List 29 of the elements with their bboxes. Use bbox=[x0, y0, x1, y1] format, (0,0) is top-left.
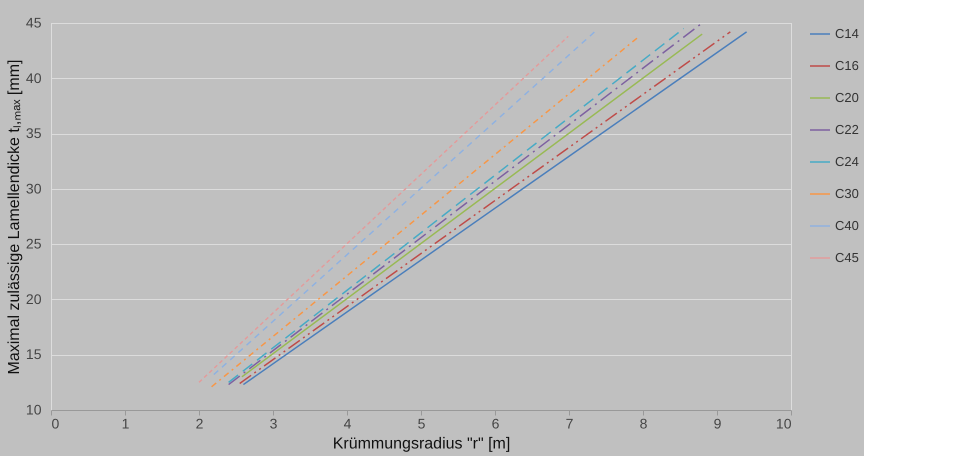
legend-label: C30 bbox=[835, 186, 859, 201]
x-tick-label: 8 bbox=[640, 416, 648, 432]
x-tick-label: 3 bbox=[270, 416, 278, 432]
legend-label: C40 bbox=[835, 218, 859, 233]
x-tick-label: 2 bbox=[196, 416, 204, 432]
y-tick-label: 25 bbox=[26, 236, 42, 252]
legend-label: C24 bbox=[835, 154, 859, 169]
x-tick-label: 6 bbox=[492, 416, 500, 432]
x-tick-label: 1 bbox=[122, 416, 130, 432]
x-tick-label: 0 bbox=[52, 416, 60, 432]
legend-label: C14 bbox=[835, 26, 859, 41]
y-tick-label: 10 bbox=[26, 402, 42, 418]
y-axis-title: Maximal zulässige Lamellendicke tₗ,ₘₐₓ [mm] bbox=[6, 60, 23, 374]
legend-label: C45 bbox=[835, 250, 859, 265]
y-tick-label: 35 bbox=[26, 125, 42, 142]
legend-label: C16 bbox=[835, 58, 859, 73]
y-tick-label: 20 bbox=[26, 290, 42, 307]
y-tick-label: 45 bbox=[26, 14, 42, 30]
legend-label: C22 bbox=[835, 122, 859, 137]
x-tick-label: 7 bbox=[566, 416, 574, 432]
x-tick-label: 10 bbox=[776, 416, 792, 432]
y-tick-label: 15 bbox=[26, 346, 42, 362]
legend-label: C20 bbox=[835, 90, 859, 105]
x-tick-label: 4 bbox=[344, 416, 352, 432]
x-tick-label: 5 bbox=[418, 416, 426, 432]
y-tick-label: 40 bbox=[26, 70, 42, 86]
x-tick-label: 9 bbox=[714, 416, 722, 432]
x-axis-title: Krümmungsradius "r" [m] bbox=[332, 436, 510, 452]
y-tick-label: 30 bbox=[26, 180, 42, 196]
